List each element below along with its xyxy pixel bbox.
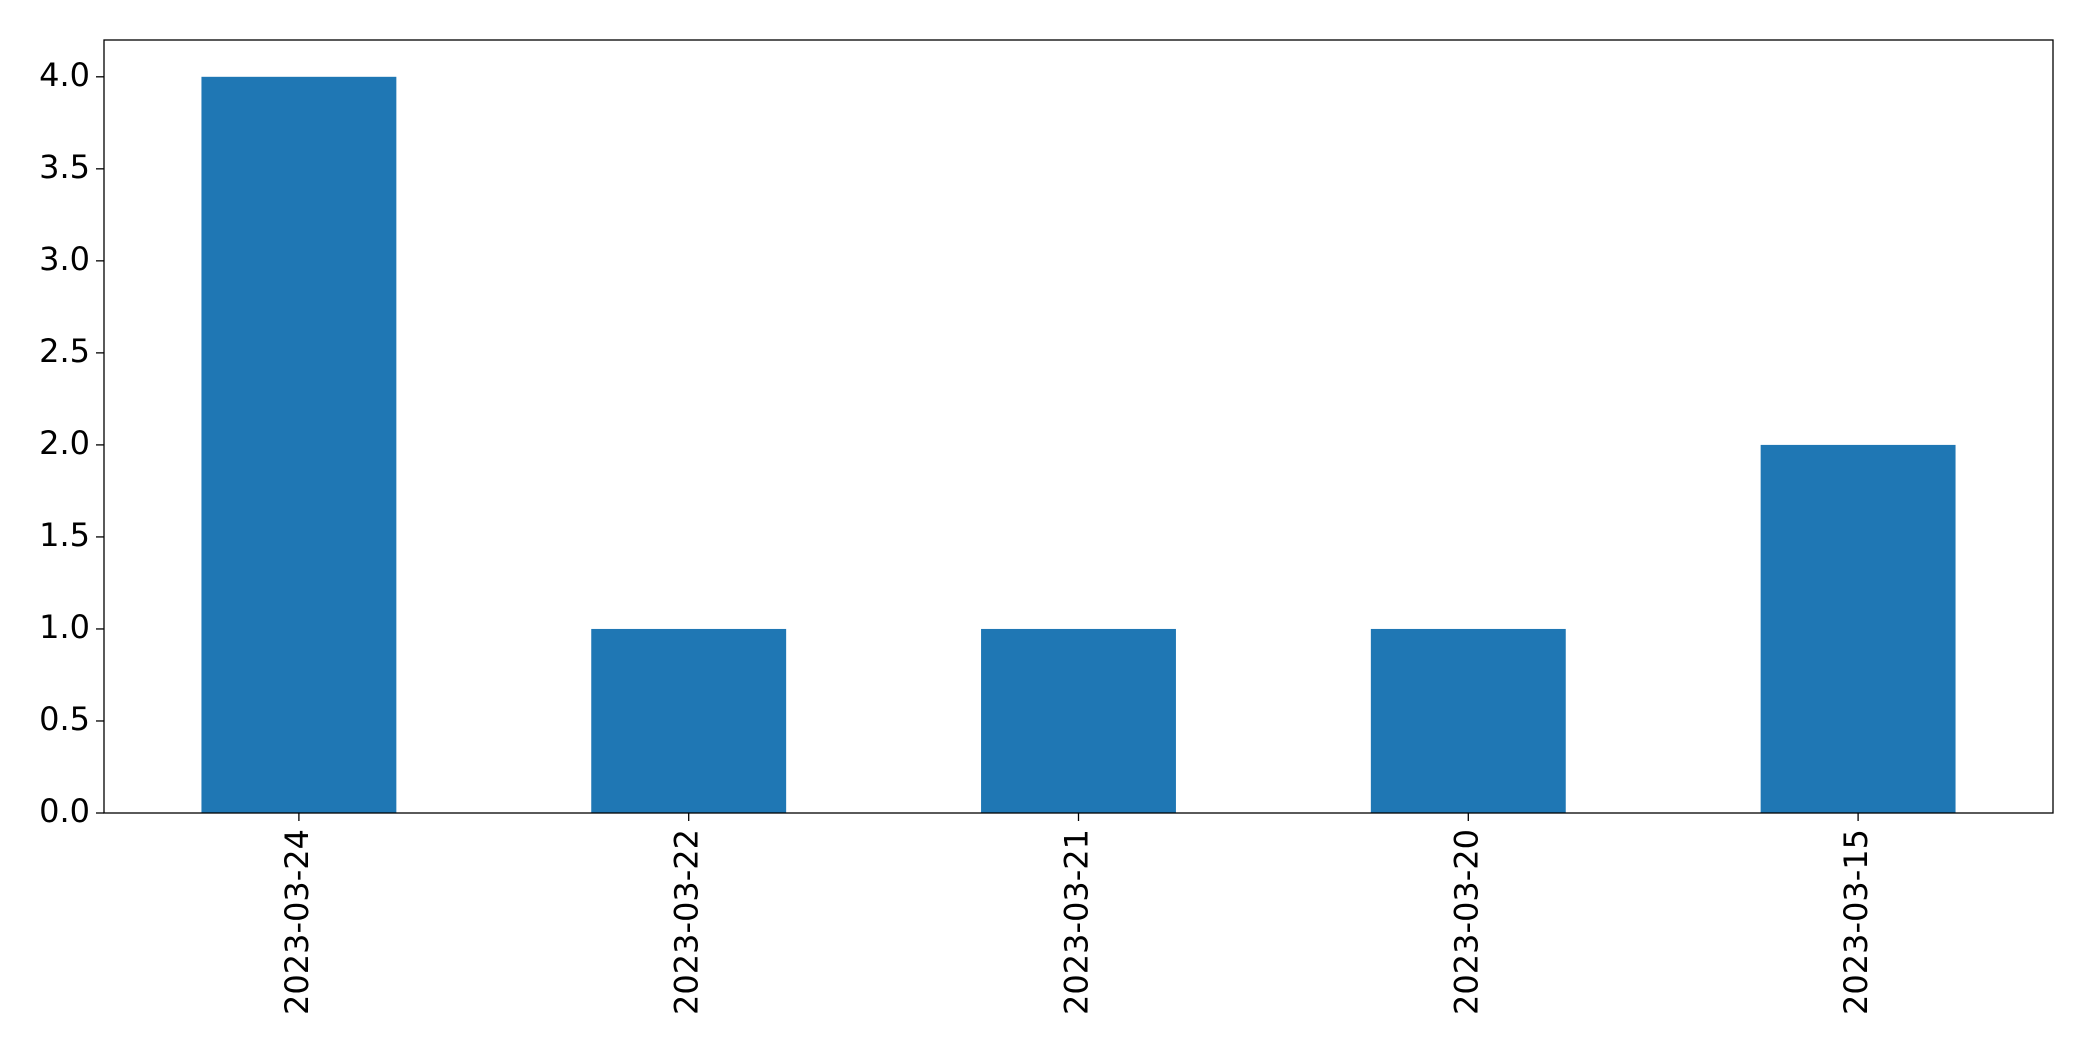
x-tick-label: 2023-03-20 — [1447, 829, 1485, 1015]
bar — [1760, 444, 1956, 813]
x-tick-label: 2023-03-15 — [1837, 829, 1875, 1015]
y-tick-label: 3.0 — [39, 240, 90, 278]
bar — [981, 628, 1176, 813]
y-tick-label: 4.0 — [39, 56, 90, 94]
bar — [1370, 628, 1566, 813]
x-tick-label: 2023-03-22 — [668, 829, 706, 1015]
x-tick-label: 2023-03-24 — [278, 829, 316, 1015]
y-tick-label: 3.5 — [39, 148, 90, 186]
y-tick-label: 1.5 — [39, 516, 90, 554]
y-tick-label: 2.5 — [39, 332, 90, 370]
y-tick-label: 2.0 — [39, 424, 90, 462]
plot-frame — [103, 39, 2054, 814]
y-tick-label: 1.0 — [39, 608, 90, 646]
y-tick-label: 0.5 — [39, 700, 90, 738]
bar — [591, 628, 787, 813]
bar — [201, 76, 397, 814]
x-tick-label: 2023-03-21 — [1058, 829, 1096, 1015]
y-tick-label: 0.0 — [39, 792, 90, 830]
